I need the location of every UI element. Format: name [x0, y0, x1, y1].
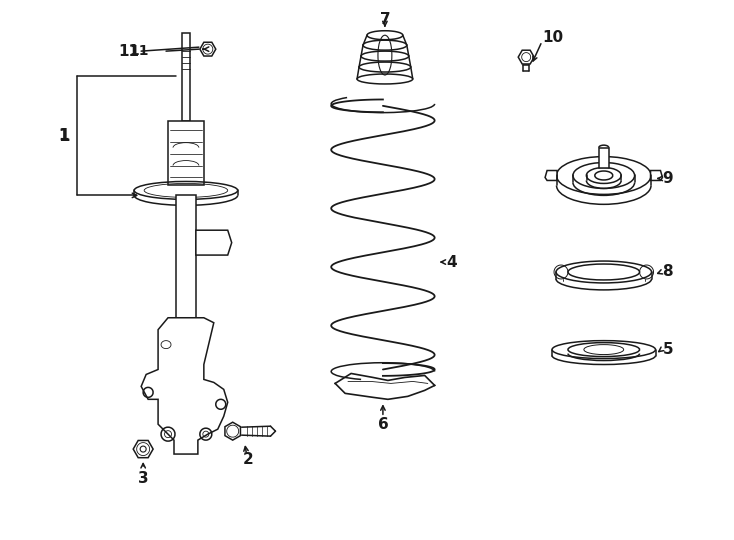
- Polygon shape: [141, 318, 228, 454]
- Text: 8: 8: [663, 265, 673, 280]
- Text: 1: 1: [58, 127, 69, 145]
- Text: 4: 4: [446, 254, 457, 269]
- Polygon shape: [200, 42, 216, 56]
- Text: 7: 7: [379, 12, 390, 27]
- Text: 5: 5: [663, 342, 673, 357]
- Text: 11: 11: [118, 44, 139, 59]
- Text: 6: 6: [377, 417, 388, 431]
- Text: 9: 9: [663, 171, 673, 186]
- Polygon shape: [196, 230, 232, 255]
- Polygon shape: [225, 422, 241, 440]
- Text: 3: 3: [138, 471, 148, 487]
- Polygon shape: [168, 121, 204, 185]
- Polygon shape: [518, 50, 534, 64]
- Polygon shape: [182, 33, 190, 121]
- Polygon shape: [599, 147, 608, 167]
- Text: 11: 11: [129, 44, 149, 58]
- Text: 2: 2: [243, 451, 254, 467]
- Polygon shape: [650, 171, 663, 180]
- Text: 1: 1: [58, 128, 69, 143]
- Polygon shape: [545, 171, 557, 180]
- Polygon shape: [133, 441, 153, 458]
- Text: 10: 10: [542, 30, 563, 45]
- Polygon shape: [176, 195, 196, 318]
